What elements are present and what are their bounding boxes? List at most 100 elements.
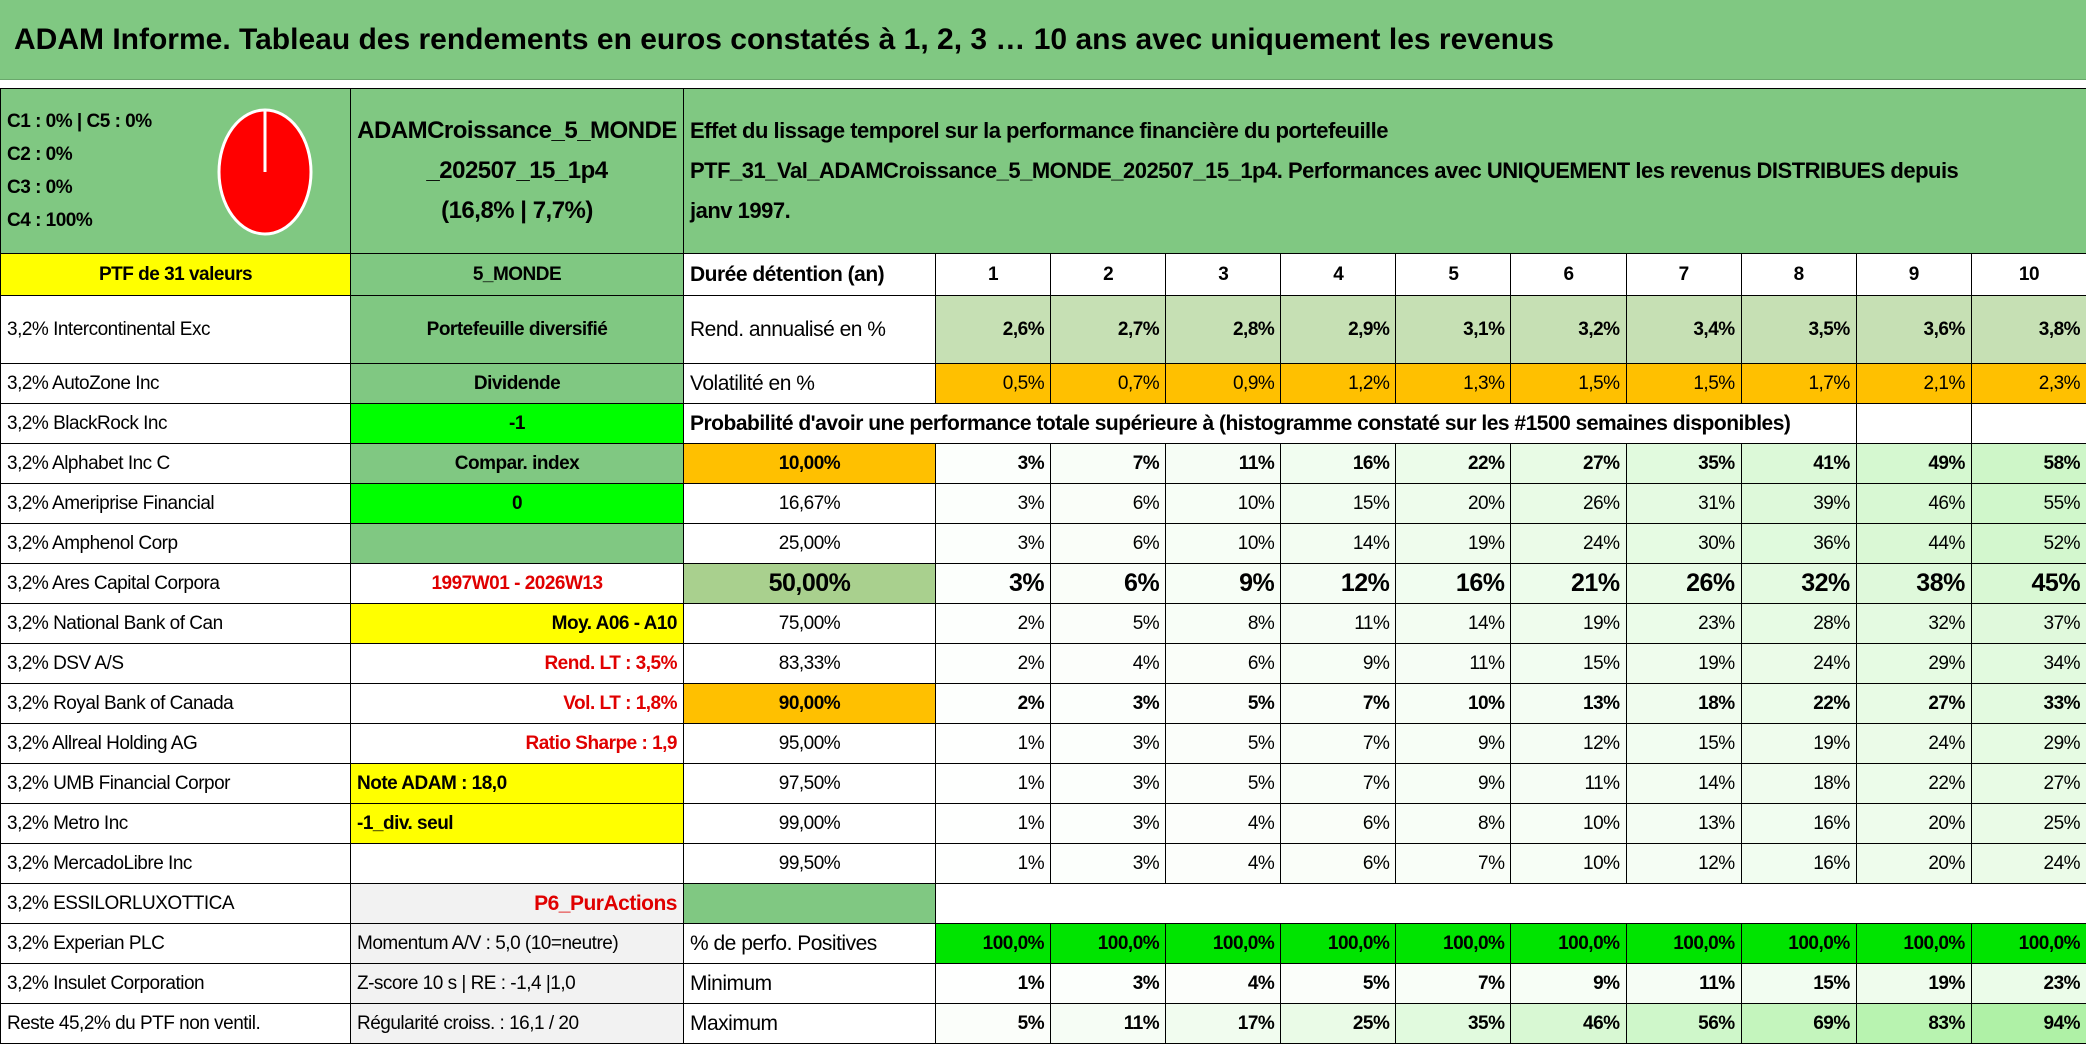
- probability-value: 7%: [1280, 763, 1397, 804]
- vol-value: 1,7%: [1740, 363, 1857, 404]
- rend-value: 3,6%: [1855, 295, 1972, 364]
- holding-name: 3,2% UMB Financial Corpor: [0, 763, 351, 804]
- info-cell: -1_div. seul: [350, 803, 684, 844]
- threshold-cell: 16,67%: [683, 483, 936, 524]
- probability-value: 14%: [1280, 523, 1397, 564]
- probability-value: 22%: [1395, 443, 1512, 484]
- probability-value: 10%: [1510, 803, 1627, 844]
- probability-value: 55%: [1970, 483, 2086, 524]
- portfolio-name-line: ADAMCroissance_5_MONDE: [357, 117, 677, 144]
- probability-value: 38%: [1855, 563, 1972, 604]
- table-row: 3,2% AutoZone Inc Dividende Volatilité en …: [0, 363, 2086, 404]
- probability-value: 25%: [1970, 803, 2086, 844]
- probability-value: 19%: [1740, 723, 1857, 764]
- probability-value: 10%: [1165, 483, 1282, 524]
- probability-value: 23%: [1625, 603, 1742, 644]
- probability-value: 27%: [1510, 443, 1627, 484]
- probability-value: 10%: [1395, 683, 1512, 724]
- probability-value: 24%: [1510, 523, 1627, 564]
- year-header: 5: [1395, 253, 1512, 296]
- probability-value: 18%: [1740, 763, 1857, 804]
- minimum-value: 9%: [1510, 963, 1627, 1004]
- probability-value: 6%: [1050, 563, 1167, 604]
- probability-value: 20%: [1395, 483, 1512, 524]
- info-cell: Momentum A/V : 5,0 (10=neutre): [350, 923, 684, 964]
- info-cell: 1997W01 - 2026W13: [350, 563, 684, 604]
- holding-name: 3,2% DSV A/S: [0, 643, 351, 684]
- table-row: 3,2% Experian PLC Momentum A/V : 5,0 (10=…: [0, 923, 2086, 964]
- maximum-value: 17%: [1165, 1003, 1282, 1044]
- probability-value: 5%: [1165, 683, 1282, 724]
- probability-value: 7%: [1280, 723, 1397, 764]
- table-row: Reste 45,2% du PTF non ventil. Régularité…: [0, 1003, 2086, 1044]
- probability-value: 16%: [1280, 443, 1397, 484]
- probability-value: 27%: [1970, 763, 2086, 804]
- year-header: 4: [1280, 253, 1397, 296]
- probability-value: 3%: [1050, 683, 1167, 724]
- vol-label: Volatilité en %: [683, 363, 936, 404]
- threshold-cell: 95,00%: [683, 723, 936, 764]
- probability-value: 27%: [1855, 683, 1972, 724]
- probability-value: 16%: [1740, 843, 1857, 884]
- probability-value: 3%: [934, 563, 1052, 604]
- class-line: C4 : 100%: [7, 210, 93, 231]
- holding-name: 3,2% Metro Inc: [0, 803, 351, 844]
- probability-value: 6%: [1280, 843, 1397, 884]
- positives-value: 100,0%: [1855, 923, 1972, 964]
- info-cell: Note ADAM : 18,0: [350, 763, 684, 804]
- probability-value: 7%: [1395, 843, 1512, 884]
- probability-value: 3%: [934, 523, 1052, 564]
- probability-value: 32%: [1740, 563, 1857, 604]
- info-cell: Régularité croiss. : 16,1 / 20: [350, 1003, 684, 1044]
- probability-value: 49%: [1855, 443, 1972, 484]
- table-row: 3,2% Allreal Holding AG Ratio Sharpe : 1,…: [0, 723, 2086, 764]
- probability-value: 31%: [1625, 483, 1742, 524]
- minimum-value: 7%: [1395, 963, 1512, 1004]
- year-header: 8: [1740, 253, 1857, 296]
- holding-name: 3,2% Intercontinental Exc: [0, 295, 351, 364]
- info-cell: [350, 523, 684, 564]
- maximum-value: 5%: [934, 1003, 1052, 1044]
- vol-value: 0,9%: [1165, 363, 1282, 404]
- probability-value: 5%: [1050, 603, 1167, 644]
- probability-value: 37%: [1970, 603, 2086, 644]
- info-cell: Dividende: [350, 363, 684, 404]
- probability-value: 5%: [1165, 723, 1282, 764]
- rend-value: 3,1%: [1395, 295, 1512, 364]
- positives-value: 100,0%: [1510, 923, 1627, 964]
- year-header: 9: [1855, 253, 1972, 296]
- maximum-value: 56%: [1625, 1003, 1742, 1044]
- probability-value: 15%: [1280, 483, 1397, 524]
- rend-value: 3,8%: [1970, 295, 2086, 364]
- probability-value: 8%: [1165, 603, 1282, 644]
- threshold-cell: 50,00%: [683, 563, 936, 604]
- probability-value: 4%: [1165, 843, 1282, 884]
- probability-value: 3%: [1050, 843, 1167, 884]
- probability-value: 6%: [1050, 483, 1167, 524]
- probability-value: 13%: [1510, 683, 1627, 724]
- probability-value: 11%: [1165, 443, 1282, 484]
- probability-value: 9%: [1280, 643, 1397, 684]
- table-row: 3,2% MercadoLibre Inc 99,50% 1% 3% 4% 6% 7% 10%…: [0, 843, 2086, 884]
- probability-value: 9%: [1395, 723, 1512, 764]
- empty-cell: [936, 884, 2086, 924]
- minimum-value: 19%: [1855, 963, 1972, 1004]
- year-header: 3: [1165, 253, 1282, 296]
- minimum-value: 4%: [1165, 963, 1282, 1004]
- probability-value: 15%: [1625, 723, 1742, 764]
- holding-name: 3,2% MercadoLibre Inc: [0, 843, 351, 884]
- rend-value: 2,6%: [934, 295, 1052, 364]
- probability-value: 20%: [1855, 803, 1972, 844]
- probability-value: 4%: [1050, 643, 1167, 684]
- report-title: ADAM Informe. Tableau des rendements en …: [0, 0, 2086, 80]
- minimum-value: 1%: [934, 963, 1052, 1004]
- probability-value: 11%: [1280, 603, 1397, 644]
- info-cell: Vol. LT : 1,8%: [350, 683, 684, 724]
- class-line: C1 : 0% | C5 : 0%: [7, 111, 152, 132]
- probability-value: 11%: [1395, 643, 1512, 684]
- probability-value: 41%: [1740, 443, 1857, 484]
- description-line: janv 1997.: [690, 198, 791, 223]
- probability-value: 16%: [1395, 563, 1512, 604]
- probability-value: 12%: [1280, 563, 1397, 604]
- info-cell: -1: [350, 403, 684, 444]
